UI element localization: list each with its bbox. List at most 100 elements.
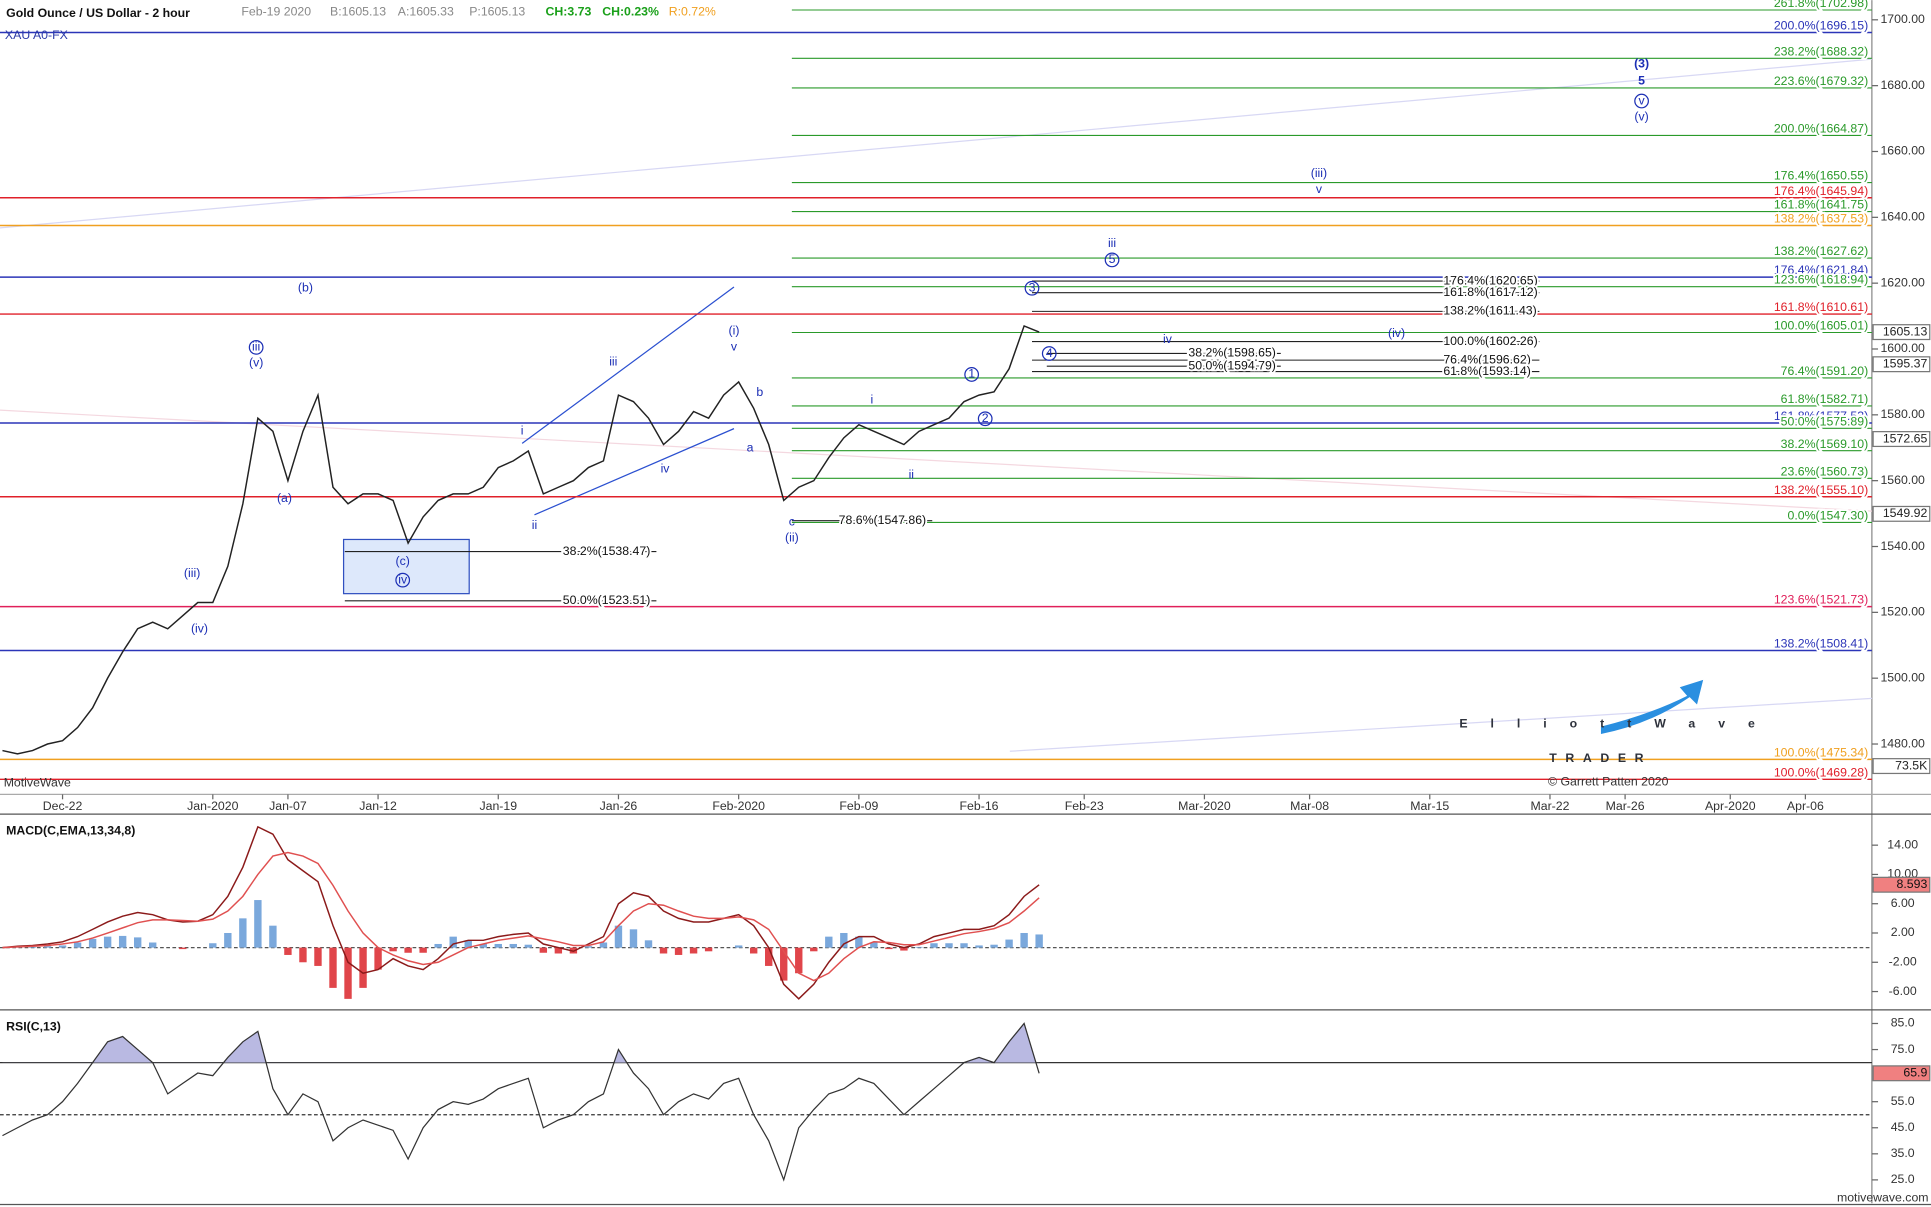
y-tick-label: 1520.00 — [1880, 605, 1925, 619]
histogram-bar — [28, 946, 37, 948]
wave-label: 2 — [982, 411, 989, 425]
x-tick-label: Feb-23 — [1065, 799, 1104, 813]
y-tick-label: 25.0 — [1891, 1172, 1915, 1186]
histogram-bar — [329, 947, 337, 988]
quote: Feb-19 2020 — [241, 5, 311, 19]
wave-label: v — [731, 340, 738, 354]
panel-title: MACD(C,EMA,13,34,8) — [6, 824, 135, 838]
fib-label: 161.8%(1641.75) — [1774, 198, 1868, 212]
channel-line — [534, 428, 735, 516]
wave-label: 5 — [1109, 252, 1116, 266]
histogram-bar — [133, 937, 142, 948]
wave-label: (3) — [1634, 56, 1649, 70]
quote: B:1605.13 — [330, 5, 386, 19]
fib-label: 200.0%(1664.87) — [1774, 122, 1868, 136]
x-tick-label: Jan-2020 — [187, 799, 238, 813]
histogram-bar — [855, 936, 863, 948]
histogram-bar — [269, 925, 277, 948]
fib-label: 23.6%(1560.73) — [1781, 464, 1869, 478]
x-tick-label: Feb-2020 — [712, 799, 765, 813]
histogram-bar — [765, 947, 773, 966]
y-tick-label: 75.0 — [1891, 1042, 1915, 1056]
histogram-bar — [179, 947, 187, 950]
fib-label: 261.8%(1702.98) — [1774, 0, 1868, 10]
histogram-bar — [795, 947, 803, 974]
fib-label: 176.4%(1650.55) — [1774, 169, 1868, 183]
wave-label: v — [1316, 182, 1323, 196]
wave-label: (iv) — [1388, 326, 1405, 340]
wave-label: (c) — [396, 554, 410, 568]
y-tick-label: -6.00 — [1889, 984, 1917, 998]
histogram-bar — [254, 900, 262, 948]
histogram-bar — [1035, 934, 1043, 948]
fib-label: 138.2%(1508.41) — [1774, 637, 1868, 651]
volume-label-box — [1872, 758, 1931, 775]
histogram-bar — [404, 947, 412, 953]
histogram-bar — [644, 940, 653, 948]
y-tick-label: 55.0 — [1891, 1094, 1915, 1108]
y-tick-label: 1560.00 — [1880, 473, 1925, 487]
fib-label: 61.8%(1582.71) — [1781, 392, 1869, 406]
wave-label: (v) — [1634, 109, 1648, 123]
fib-projection-label: 50.0%(1523.51) — [563, 593, 651, 607]
histogram-bar — [704, 947, 713, 952]
fib-label: 176.4%(1621.84) — [1774, 263, 1868, 277]
histogram-bar — [629, 929, 638, 948]
wave-label: (b) — [298, 280, 313, 294]
x-tick-label: Mar-08 — [1290, 799, 1329, 813]
wave-label: iii — [609, 354, 617, 368]
wave-label: (a) — [277, 491, 292, 505]
fib-projection-label: 76.4%(1596.62) — [1443, 352, 1531, 366]
wave-circle — [1634, 93, 1649, 109]
quote: P:1605.13 — [469, 5, 525, 19]
fib-projection-label: 50.0%(1594.79) — [1188, 358, 1276, 372]
watermark: MotiveWave — [4, 776, 71, 790]
wave-circle — [964, 367, 980, 382]
wave-label: ii — [909, 468, 914, 482]
histogram-bar — [1020, 932, 1028, 948]
histogram-bar — [464, 940, 472, 948]
x-tick-label: Mar-15 — [1410, 799, 1449, 813]
histogram-bar — [614, 925, 623, 948]
fib-label: 123.6%(1521.73) — [1774, 593, 1868, 607]
fib-label: 176.4%(1645.94) — [1774, 184, 1868, 198]
histogram-bar — [209, 943, 217, 948]
wave-label: c — [789, 514, 795, 528]
histogram-bar — [825, 936, 833, 948]
channel-line — [521, 286, 735, 444]
price-label-box — [1872, 356, 1931, 373]
wave-circle — [1041, 346, 1057, 361]
wave-label: iv — [661, 462, 671, 476]
wave-circle — [977, 411, 993, 427]
price-label-box — [1872, 431, 1931, 448]
x-tick-label: Jan-19 — [479, 799, 517, 813]
x-tick-label: Jan-07 — [269, 799, 307, 813]
footer: motivewave.com — [1837, 1191, 1929, 1205]
y-tick-label: 1500.00 — [1880, 670, 1925, 684]
fib-label: 161.8%(1610.61) — [1774, 300, 1868, 314]
histogram-bar — [915, 946, 923, 948]
histogram-bar — [840, 932, 848, 948]
logo-credit: © Garrett Patten 2020 — [1548, 774, 1669, 788]
wave-label: v — [1639, 93, 1646, 107]
quote: A:1605.33 — [398, 5, 454, 19]
price-label: 1572.65 — [1883, 431, 1928, 445]
histogram-bar — [810, 947, 818, 952]
fib-label: 200.0%(1696.15) — [1774, 19, 1868, 33]
price-label: 1605.13 — [1883, 324, 1928, 338]
y-tick-label: 1480.00 — [1880, 736, 1925, 750]
fib-projection-label: 38.2%(1598.65) — [1188, 346, 1276, 360]
fib-projection-label: 176.4%(1620.65) — [1443, 273, 1537, 287]
fib-label: 123.6%(1618.94) — [1774, 273, 1868, 287]
histogram-bar — [524, 944, 533, 948]
y-tick-label: 1700.00 — [1880, 12, 1925, 26]
wave-label: a — [747, 441, 754, 455]
wave-circle — [248, 339, 264, 355]
target-box — [342, 538, 470, 595]
fib-label: 223.6%(1679.32) — [1774, 74, 1868, 88]
chart-title: Gold Ounce / US Dollar - 2 hour — [6, 6, 190, 20]
